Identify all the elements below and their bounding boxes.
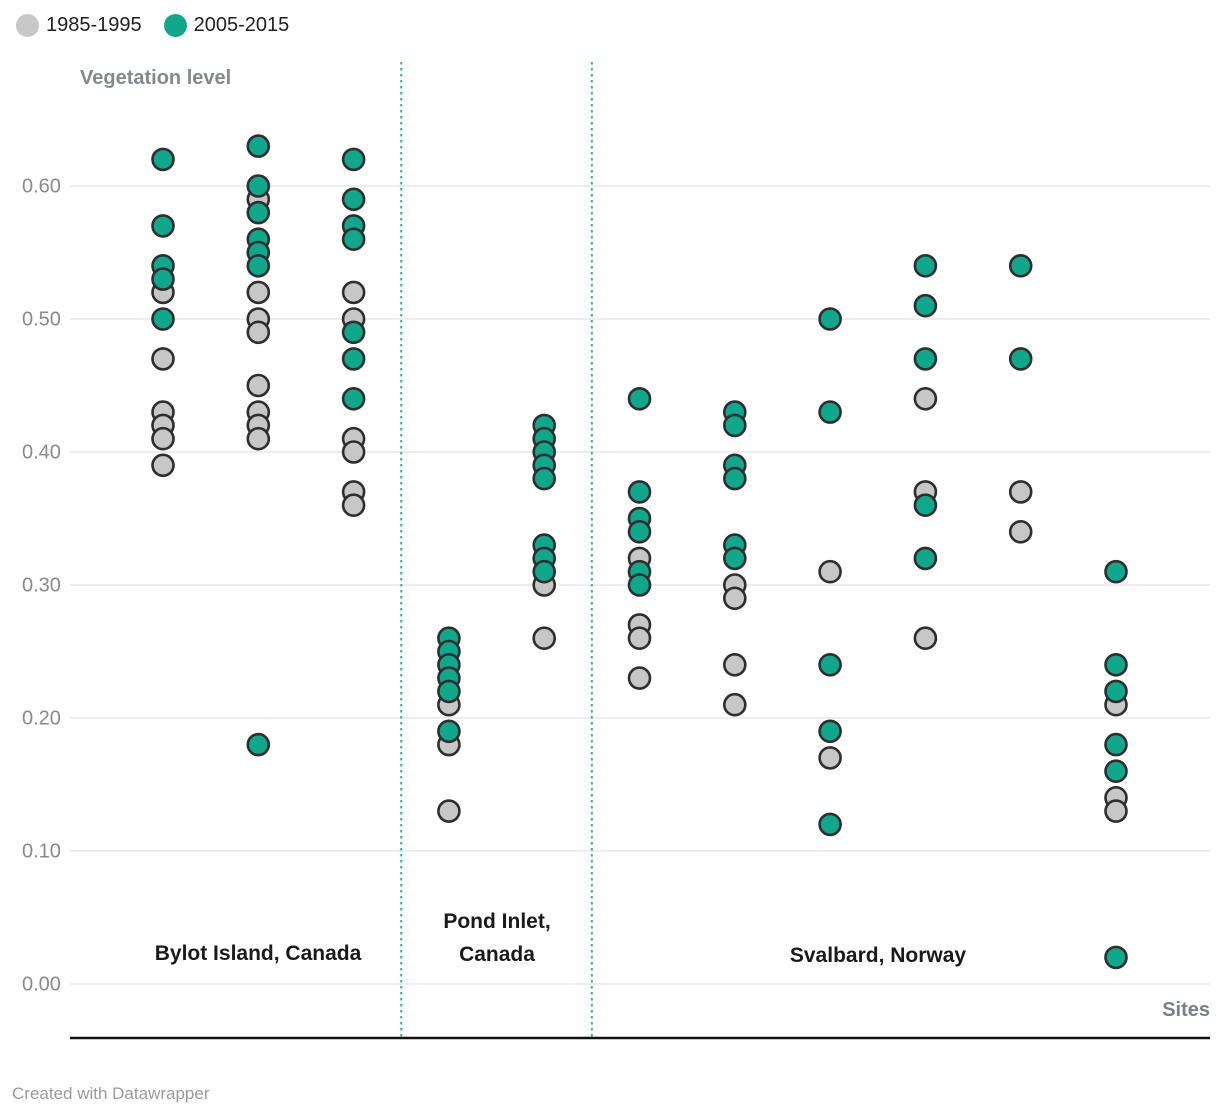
data-point[interactable]: [341, 320, 366, 345]
data-point[interactable]: [437, 799, 461, 823]
data-point[interactable]: [818, 307, 842, 331]
region-label-bylot-island: Bylot Island, Canada: [154, 942, 362, 965]
data-point[interactable]: [532, 466, 557, 491]
data-point[interactable]: [437, 679, 461, 704]
data-point[interactable]: [818, 400, 842, 424]
y-axis-title: Vegetation level: [80, 67, 232, 89]
data-point[interactable]: [913, 626, 938, 651]
data-point[interactable]: [151, 307, 175, 331]
data-point[interactable]: [627, 386, 652, 411]
data-point[interactable]: [151, 267, 175, 291]
x-axis-title: Sites: [1162, 999, 1210, 1021]
data-point[interactable]: [437, 719, 461, 744]
data-point[interactable]: [913, 253, 938, 278]
data-point[interactable]: [341, 493, 366, 518]
data-point[interactable]: [818, 652, 842, 677]
y-axis-tick-label: 0.00: [22, 974, 61, 996]
data-point[interactable]: [1008, 519, 1033, 544]
data-point[interactable]: [818, 559, 842, 584]
data-point[interactable]: [722, 546, 747, 571]
data-point[interactable]: [151, 347, 175, 371]
data-point[interactable]: [532, 559, 557, 584]
legend-swatch-teal: [163, 14, 187, 37]
data-point[interactable]: [341, 280, 366, 305]
data-point[interactable]: [341, 227, 366, 251]
data-point[interactable]: [341, 440, 366, 464]
data-point[interactable]: [1008, 253, 1033, 278]
legend-label: 2005-2015: [193, 14, 290, 36]
data-point[interactable]: [1104, 759, 1128, 784]
data-point[interactable]: [341, 147, 366, 172]
legend-item-2005-2015: 2005-2015: [163, 14, 290, 37]
y-axis-tick-label: 0.50: [22, 309, 61, 331]
data-point[interactable]: [246, 253, 271, 278]
data-point[interactable]: [246, 373, 271, 398]
data-point[interactable]: [151, 426, 175, 451]
data-point[interactable]: [818, 812, 842, 837]
data-point[interactable]: [1104, 732, 1128, 757]
attribution: Created with Datawrapper: [12, 1084, 210, 1103]
data-point[interactable]: [246, 732, 271, 757]
legend: 1985-1995 2005-2015: [16, 14, 289, 37]
data-point[interactable]: [722, 413, 747, 438]
y-axis-tick-label: 0.40: [22, 442, 61, 464]
data-point[interactable]: [1008, 347, 1033, 371]
data-point[interactable]: [913, 293, 938, 318]
data-point[interactable]: [151, 214, 175, 238]
data-point[interactable]: [818, 719, 842, 744]
data-point[interactable]: [627, 626, 652, 651]
data-point[interactable]: [341, 386, 366, 411]
data-point[interactable]: [532, 626, 557, 651]
data-point[interactable]: [627, 480, 652, 504]
y-axis-tick-label: 0.30: [22, 575, 61, 597]
data-point[interactable]: [722, 652, 747, 677]
data-point[interactable]: [627, 519, 652, 544]
data-point[interactable]: [627, 666, 652, 690]
data-point[interactable]: [818, 746, 842, 770]
data-point[interactable]: [722, 692, 747, 717]
data-point[interactable]: [341, 187, 366, 212]
data-point[interactable]: [151, 453, 175, 478]
data-point[interactable]: [1104, 945, 1128, 970]
data-point[interactable]: [1104, 559, 1128, 584]
data-point[interactable]: [722, 586, 747, 611]
data-point[interactable]: [246, 426, 271, 451]
data-point[interactable]: [1104, 679, 1128, 704]
region-label-svalbard: Svalbard, Norway: [789, 944, 967, 967]
data-point[interactable]: [913, 386, 938, 411]
legend-item-1985-1995: 1985-1995: [16, 14, 142, 37]
data-point[interactable]: [341, 347, 366, 371]
data-point[interactable]: [1104, 799, 1128, 823]
data-point[interactable]: [151, 147, 175, 172]
data-point[interactable]: [246, 320, 271, 345]
data-point[interactable]: [246, 174, 271, 198]
legend-label: 1985-1995: [46, 14, 142, 36]
data-point[interactable]: [246, 280, 271, 305]
data-point[interactable]: [913, 546, 938, 571]
data-point[interactable]: [1008, 480, 1033, 504]
region-label-pond-inlet: Pond Inlet, Canada: [443, 910, 551, 966]
data-point[interactable]: [913, 493, 938, 518]
data-point[interactable]: [627, 573, 652, 597]
y-axis-tick-label: 0.10: [22, 841, 61, 863]
y-axis-tick-label: 0.60: [22, 176, 61, 198]
legend-swatch-gray: [16, 14, 39, 37]
data-point[interactable]: [246, 134, 271, 158]
data-point[interactable]: [1104, 652, 1128, 677]
data-point[interactable]: [913, 347, 938, 371]
data-point[interactable]: [722, 466, 747, 491]
data-point[interactable]: [246, 200, 271, 225]
y-axis-tick-label: 0.20: [22, 708, 61, 730]
